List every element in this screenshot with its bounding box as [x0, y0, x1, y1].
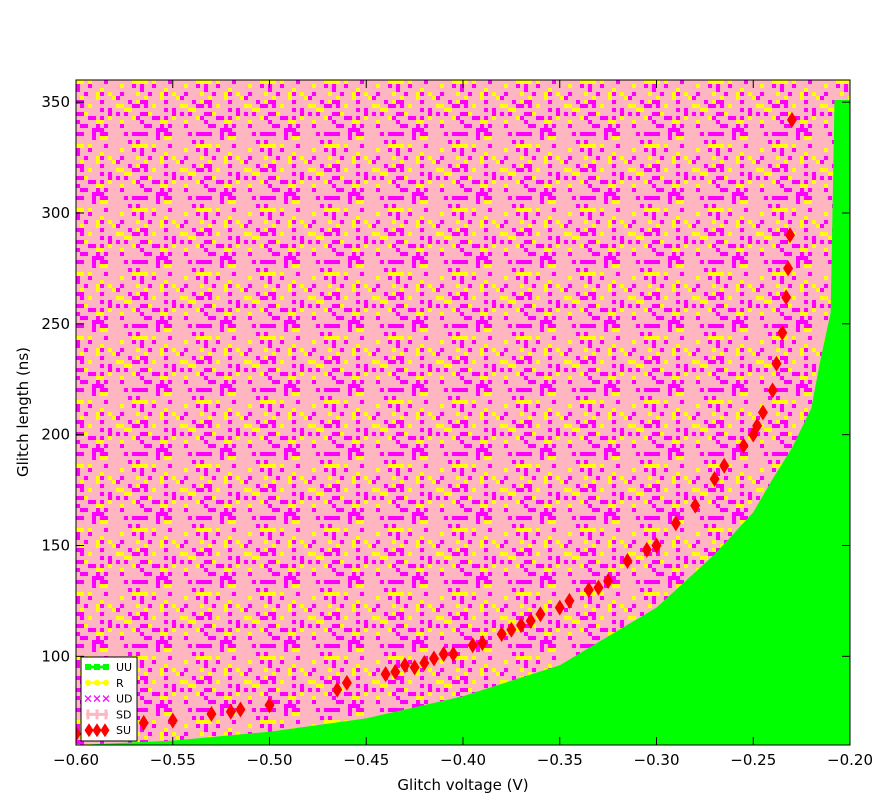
- su-point: [235, 701, 246, 718]
- x-tick-label: −0.20: [827, 751, 873, 769]
- su-point: [785, 227, 796, 244]
- su-point: [670, 515, 681, 532]
- x-tick-label: −0.30: [634, 751, 680, 769]
- su-point: [419, 654, 430, 671]
- x-tick-label: −0.60: [53, 751, 99, 769]
- legend-label: SD: [116, 708, 131, 721]
- su-point: [690, 497, 701, 514]
- x-tick-label: −0.35: [537, 751, 583, 769]
- legend-entry-r: R: [85, 677, 124, 690]
- su-point: [554, 599, 565, 616]
- y-tick-label: 300: [41, 204, 70, 222]
- y-tick-label: 150: [41, 537, 70, 555]
- su-point: [564, 592, 575, 609]
- legend-label: R: [116, 677, 124, 690]
- su-point: [206, 705, 217, 722]
- x-tick-label: −0.45: [343, 751, 389, 769]
- su-point: [781, 289, 792, 306]
- y-tick-label: 250: [41, 315, 70, 333]
- su-point: [786, 111, 797, 128]
- y-tick-label: 200: [41, 426, 70, 444]
- legend: UU R UD SD SU: [80, 656, 138, 742]
- legend-entry-ud: UD: [84, 693, 133, 706]
- y-axis: 100 150 200 250 300 350: [41, 93, 850, 665]
- su-series: [76, 111, 797, 742]
- plot-area: [76, 80, 850, 745]
- su-point: [583, 581, 594, 598]
- x-tick-label: −0.55: [150, 751, 196, 769]
- x-axis-label: Glitch voltage (V): [397, 776, 528, 794]
- su-point: [399, 657, 410, 674]
- su-point: [341, 674, 352, 691]
- su-point: [332, 681, 343, 698]
- su-point: [593, 579, 604, 596]
- legend-entry-uu: UU: [85, 661, 132, 674]
- y-tick-label: 100: [41, 647, 70, 665]
- su-point: [76, 725, 81, 742]
- su-point: [496, 626, 507, 643]
- uu-region: [76, 100, 850, 745]
- su-point: [709, 471, 720, 487]
- su-point: [767, 382, 778, 399]
- legend-entry-sd: SD: [86, 708, 131, 721]
- su-point: [409, 659, 420, 676]
- su-point: [516, 617, 527, 634]
- su-point: [719, 457, 730, 474]
- su-point: [264, 697, 275, 714]
- su-point: [438, 646, 449, 663]
- su-point: [380, 666, 391, 683]
- x-tick-label: −0.50: [247, 751, 293, 769]
- su-point: [448, 646, 459, 663]
- legend-label: UU: [116, 661, 132, 674]
- su-point: [622, 553, 633, 570]
- su-point: [477, 635, 488, 652]
- x-axis: −0.60 −0.55 −0.50 −0.45 −0.40 −0.35 −0.30 −0.25…: [53, 80, 873, 769]
- su-point: [752, 417, 763, 434]
- su-point: [138, 714, 149, 731]
- y-axis-label: Glitch length (ns): [14, 347, 32, 477]
- x-tick-label: −0.40: [440, 751, 486, 769]
- legend-box: [80, 656, 138, 742]
- su-point: [603, 572, 614, 589]
- su-point: [225, 703, 236, 720]
- su-point: [738, 437, 749, 454]
- legend-label: SU: [116, 724, 131, 737]
- su-point: [641, 541, 652, 558]
- su-point: [506, 621, 517, 638]
- su-point: [428, 650, 439, 667]
- y-tick-label: 350: [41, 93, 70, 111]
- su-point: [467, 637, 478, 654]
- su-point: [783, 260, 794, 277]
- su-point: [757, 404, 768, 421]
- su-point: [390, 663, 401, 680]
- su-point: [777, 324, 788, 341]
- su-point: [651, 537, 662, 554]
- su-point: [535, 606, 546, 623]
- su-point: [771, 355, 782, 372]
- x-tick-label: −0.25: [730, 751, 776, 769]
- su-point: [525, 612, 536, 629]
- legend-entry-su: SU: [84, 723, 131, 738]
- su-point: [167, 712, 178, 729]
- legend-label: UD: [116, 693, 133, 706]
